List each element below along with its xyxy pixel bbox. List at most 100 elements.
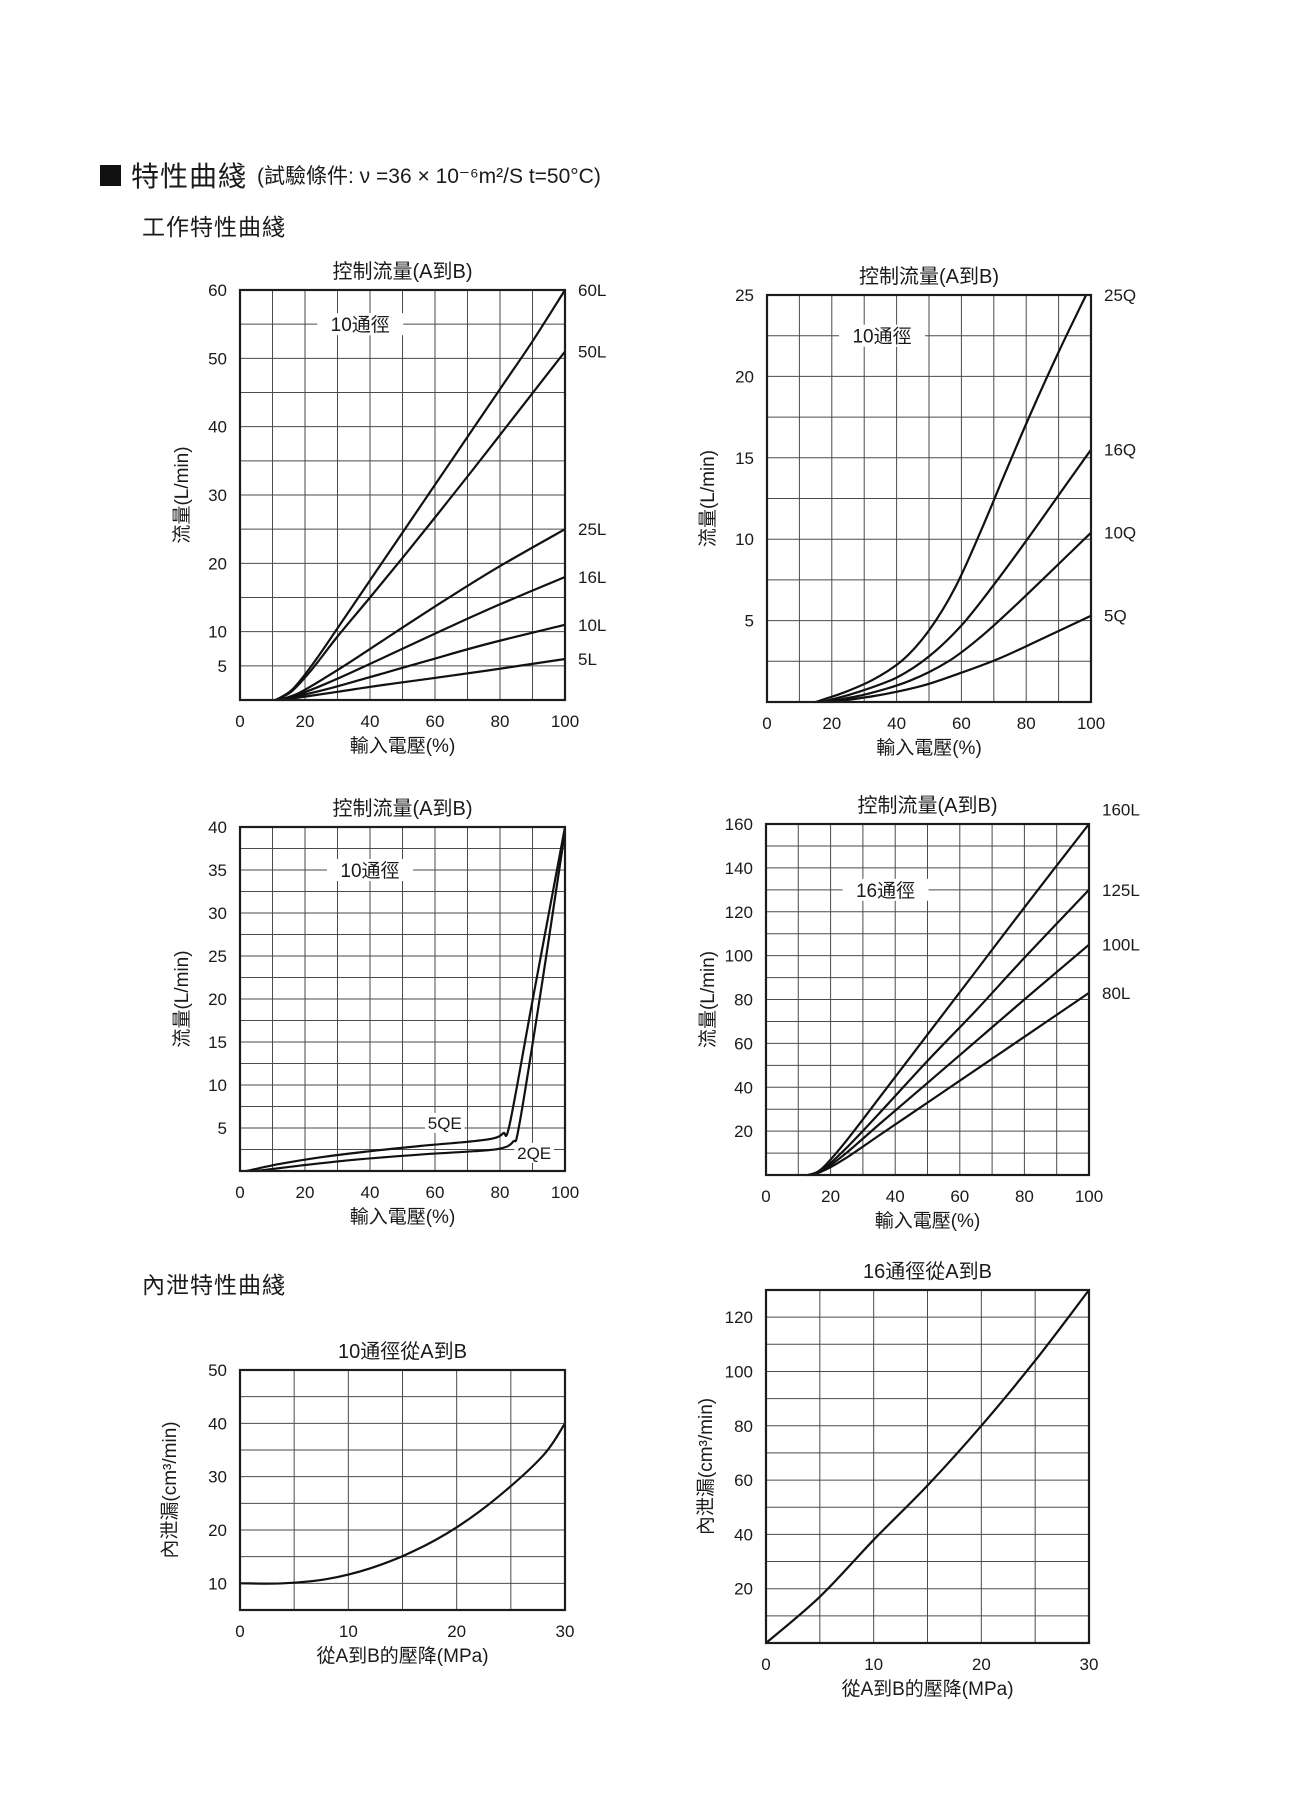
y-tick: 60	[208, 281, 227, 300]
chart-flow-dn10-L-curve-10L	[281, 623, 566, 702]
chart-flow-dn16-L-xlabel: 輸入電壓(%)	[875, 1210, 981, 1232]
y-tick: 10	[208, 1076, 227, 1095]
x-tick: 80	[1017, 714, 1036, 733]
x-tick: 80	[1015, 1187, 1034, 1206]
y-tick: 40	[208, 418, 227, 437]
y-tick: 20	[208, 1521, 227, 1540]
plot-border	[765, 293, 1093, 704]
curve-label-160L: 160L	[1102, 801, 1140, 820]
curve-label-125L: 125L	[1102, 881, 1140, 900]
chart-flow-dn10-Q-curve-5Q	[830, 614, 1092, 704]
chart-flow-dn16-L-curve-100L	[806, 943, 1090, 1177]
chart-flow-dn10-Q-curve-10Q	[824, 531, 1092, 704]
y-tick: 80	[734, 991, 753, 1010]
y-tick: 5	[218, 1119, 227, 1138]
y-tick: 50	[208, 1361, 227, 1380]
chart-leakage-dn10-xlabel: 從A到B的壓降(MPa)	[316, 1645, 488, 1667]
x-tick: 10	[339, 1622, 358, 1641]
x-tick: 20	[822, 714, 841, 733]
chart-flow-dn10-QE-xlabel: 輸入電壓(%)	[350, 1206, 456, 1228]
chart-flow-dn10-Q-ylabel: 流量(L/min)	[697, 450, 719, 547]
x-tick: 60	[426, 712, 445, 731]
chart-flow-dn10-QE-ylabel: 流量(L/min)	[171, 950, 193, 1047]
x-tick: 0	[761, 1187, 770, 1206]
chart-flow-dn16-L-curve-160L	[806, 822, 1090, 1177]
y-tick: 20	[208, 990, 227, 1009]
y-tick: 20	[734, 1580, 753, 1599]
y-tick: 15	[735, 449, 754, 468]
x-tick: 10	[864, 1655, 883, 1674]
y-tick: 10	[735, 530, 754, 549]
curve-label-100L: 100L	[1102, 936, 1140, 955]
x-tick: 0	[762, 714, 771, 733]
chart-leakage-dn16-xlabel: 從A到B的壓降(MPa)	[841, 1678, 1013, 1700]
curve-label-mask	[514, 1142, 554, 1163]
y-tick: 40	[734, 1078, 753, 1097]
chart-leakage-dn10-title: 10通徑從A到B	[338, 1340, 467, 1363]
y-tick: 140	[725, 859, 753, 878]
annotation-mask	[327, 859, 413, 881]
y-tick: 20	[208, 554, 227, 573]
y-tick: 10	[208, 623, 227, 642]
chart-flow-dn16-L-size-annotation: 16通徑	[856, 880, 915, 902]
x-tick: 0	[235, 1622, 244, 1641]
x-tick: 0	[235, 1183, 244, 1202]
curve-label-80L: 80L	[1102, 984, 1130, 1003]
curve-label-10L: 10L	[578, 616, 606, 635]
chart-flow-dn10-L-title: 控制流量(A到B)	[333, 260, 473, 283]
annotation-mask	[317, 313, 404, 336]
chart-flow-dn16-L-curve-125L	[806, 888, 1090, 1177]
x-tick: 60	[952, 714, 971, 733]
curve-label-10Q: 10Q	[1104, 524, 1136, 543]
chart-flow-dn10-L-curve-25L	[277, 528, 566, 702]
x-tick: 30	[1080, 1655, 1099, 1674]
curve-label-16L: 16L	[578, 568, 606, 587]
y-tick: 120	[725, 903, 753, 922]
x-tick: 20	[296, 1183, 315, 1202]
section-working-characteristic-curves: 工作特性曲綫	[142, 214, 286, 240]
x-tick: 100	[1075, 1187, 1103, 1206]
x-tick: 80	[491, 712, 510, 731]
chart-flow-dn16-L-title: 控制流量(A到B)	[858, 794, 998, 817]
x-tick: 30	[556, 1622, 575, 1641]
y-tick: 15	[208, 1033, 227, 1052]
section-internal-leakage-curves: 內泄特性曲綫	[142, 1272, 286, 1298]
curve-label-2QE: 2QE	[517, 1144, 551, 1163]
y-tick: 60	[734, 1034, 753, 1053]
y-tick: 30	[208, 1468, 227, 1487]
annotation-mask	[842, 878, 929, 901]
chart-flow-dn16-L-ylabel: 流量(L/min)	[697, 951, 719, 1048]
plot-border	[238, 288, 567, 702]
curve-label-mask	[425, 1112, 465, 1133]
y-tick: 30	[208, 904, 227, 923]
chart-leakage-dn16-ylabel: 內泄漏(cm³/min)	[695, 1398, 717, 1535]
curve-label-60L: 60L	[578, 281, 606, 300]
chart-flow-dn10-Q-curve-16Q	[821, 448, 1092, 704]
y-tick: 60	[734, 1471, 753, 1490]
x-tick: 20	[296, 712, 315, 731]
curve-label-25L: 25L	[578, 520, 606, 539]
x-tick: 40	[886, 1187, 905, 1206]
chart-flow-dn10-L-curve-5L	[281, 657, 566, 702]
chart-leakage-dn16-curve-leakage	[765, 1288, 1090, 1645]
x-tick: 60	[950, 1187, 969, 1206]
plot-border	[764, 822, 1091, 1177]
y-tick: 120	[725, 1308, 753, 1327]
chart-leakage-dn16-title: 16通徑從A到B	[863, 1260, 992, 1283]
chart-flow-dn10-QE-title: 控制流量(A到B)	[333, 797, 473, 820]
x-tick: 60	[426, 1183, 445, 1202]
y-tick: 30	[208, 486, 227, 505]
x-tick: 80	[491, 1183, 510, 1202]
x-tick: 100	[1077, 714, 1105, 733]
y-tick: 40	[208, 818, 227, 837]
chart-flow-dn10-Q-curve-25Q	[814, 293, 1088, 704]
chart-leakage-dn10-curve-leakage	[239, 1422, 566, 1585]
y-tick: 25	[208, 947, 227, 966]
chart-flow-dn10-QE: 控制流量(A到B) 40 35 30 25 20 15 10 5 0 20 40 60 80 100 輸入電壓…	[171, 797, 579, 1228]
x-tick: 0	[761, 1655, 770, 1674]
chart-flow-dn16-L: 控制流量(A到B) 160 140 120 100 80 60 40 20 0 20 40 60 80 10…	[697, 794, 1140, 1232]
x-tick: 40	[887, 714, 906, 733]
annotation-mask	[839, 324, 926, 347]
